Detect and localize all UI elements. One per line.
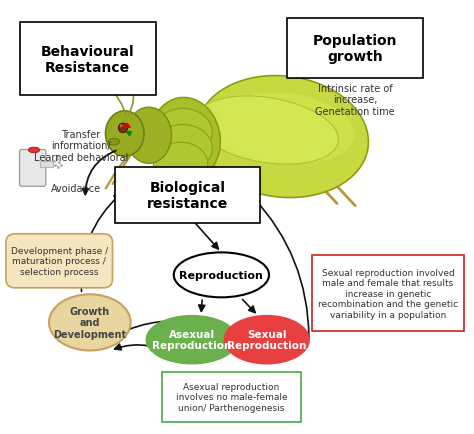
Text: Sexual reproduction involved
male and female that results
increase in genetic
re: Sexual reproduction involved male and fe… bbox=[318, 268, 458, 319]
Text: Development phase /
maturation process /
selection process: Development phase / maturation process /… bbox=[10, 247, 108, 276]
Ellipse shape bbox=[28, 148, 40, 153]
Ellipse shape bbox=[108, 139, 119, 146]
Text: Behavioural
Resistance: Behavioural Resistance bbox=[41, 45, 135, 75]
Ellipse shape bbox=[146, 316, 237, 364]
Text: Population
growth: Population growth bbox=[313, 34, 398, 64]
Ellipse shape bbox=[154, 143, 208, 186]
Ellipse shape bbox=[118, 124, 128, 133]
Text: Avoidance: Avoidance bbox=[51, 184, 101, 194]
FancyBboxPatch shape bbox=[19, 150, 46, 187]
Ellipse shape bbox=[126, 108, 172, 164]
Text: Transfer
information/
Learned behavioral: Transfer information/ Learned behavioral bbox=[34, 129, 128, 162]
FancyBboxPatch shape bbox=[19, 23, 155, 96]
Ellipse shape bbox=[154, 125, 212, 173]
Ellipse shape bbox=[49, 295, 131, 351]
Ellipse shape bbox=[197, 76, 368, 198]
Ellipse shape bbox=[120, 125, 122, 128]
Text: Asexual
Reproduction: Asexual Reproduction bbox=[152, 329, 232, 351]
FancyBboxPatch shape bbox=[6, 234, 112, 288]
Ellipse shape bbox=[219, 93, 355, 164]
Text: Reproduction: Reproduction bbox=[180, 270, 264, 280]
Text: Growth
and
Development: Growth and Development bbox=[53, 306, 127, 339]
Text: Intrinsic rate of
increase,
Genetation time: Intrinsic rate of increase, Genetation t… bbox=[315, 83, 395, 116]
FancyBboxPatch shape bbox=[40, 162, 54, 168]
Ellipse shape bbox=[195, 97, 338, 165]
FancyBboxPatch shape bbox=[163, 372, 301, 422]
Text: Asexual reproduction
involves no male-female
union/ Parthenogenesis: Asexual reproduction involves no male-fe… bbox=[176, 382, 287, 412]
FancyBboxPatch shape bbox=[287, 19, 423, 79]
Ellipse shape bbox=[154, 109, 212, 157]
Text: Sexual
Reproduction: Sexual Reproduction bbox=[227, 329, 307, 351]
Text: Biological
resistance: Biological resistance bbox=[147, 181, 228, 210]
FancyBboxPatch shape bbox=[312, 256, 464, 331]
Ellipse shape bbox=[106, 112, 144, 157]
Ellipse shape bbox=[174, 253, 269, 298]
FancyBboxPatch shape bbox=[115, 168, 260, 224]
Ellipse shape bbox=[150, 98, 220, 182]
Ellipse shape bbox=[225, 316, 309, 364]
